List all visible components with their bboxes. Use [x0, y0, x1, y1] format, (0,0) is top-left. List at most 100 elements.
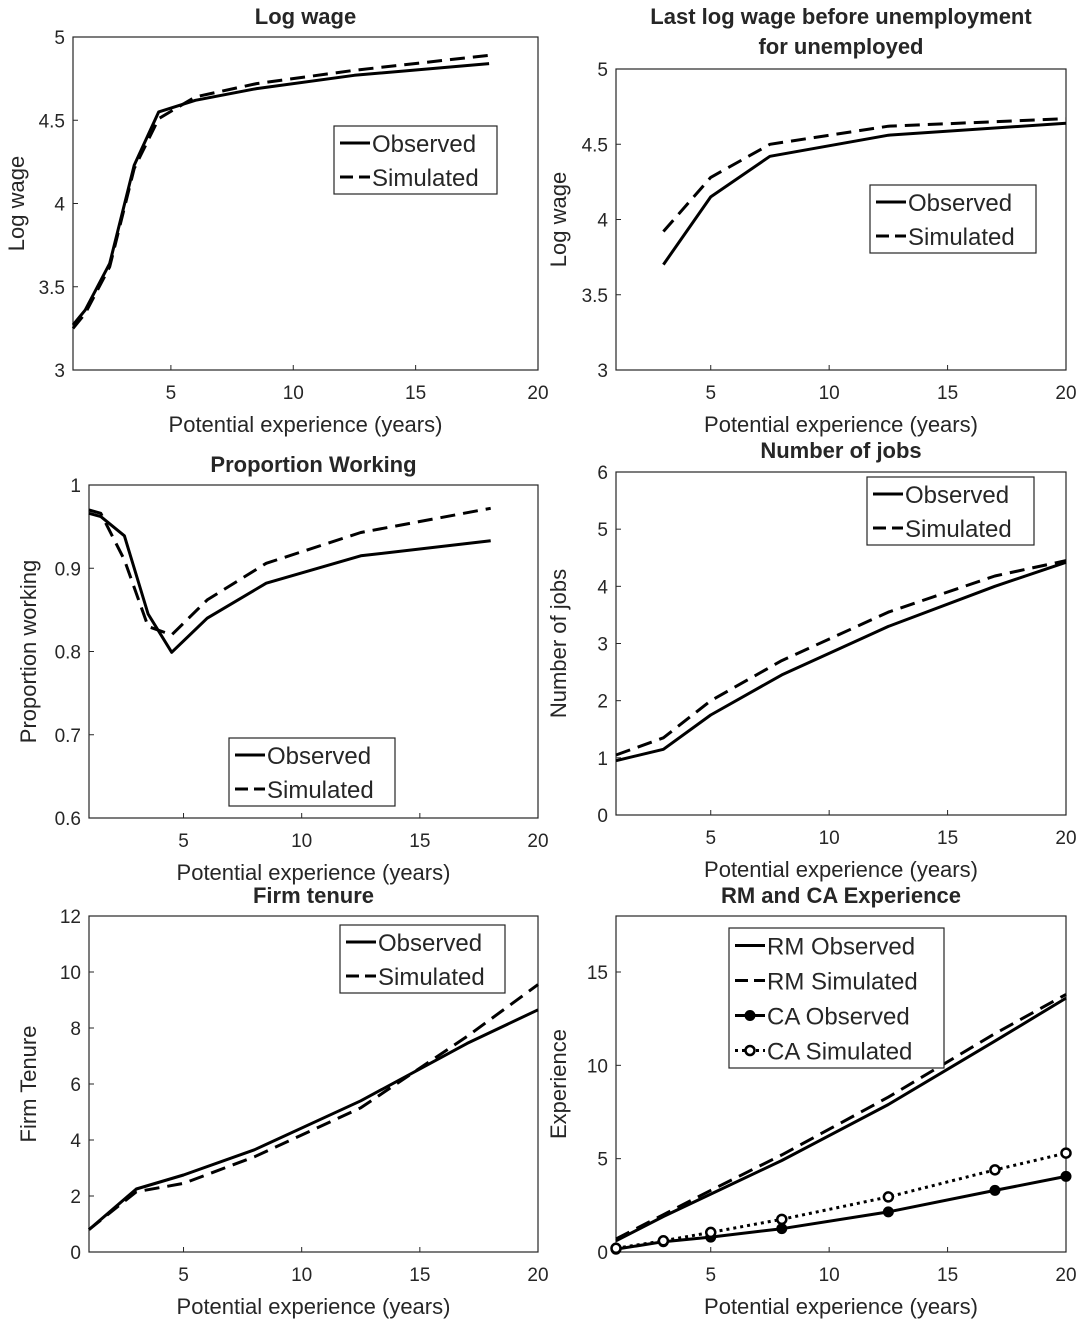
series-line: [88, 506, 491, 637]
y-tick-label: 12: [60, 907, 81, 928]
x-tick-label: 20: [527, 383, 548, 404]
data-point: [704, 1226, 717, 1239]
y-axis-label: Proportion working: [16, 560, 41, 743]
legend-label: RM Observed: [767, 934, 915, 961]
y-axis-label: Experience: [546, 1029, 571, 1139]
y-tick-label: 4: [597, 577, 608, 598]
data-point: [1060, 1147, 1072, 1159]
legend-label: Simulated: [905, 516, 1012, 543]
x-tick-label: 5: [166, 383, 177, 404]
chart-title: for unemployed: [758, 34, 923, 59]
chart-panel-2: 3 3.5 4 4.5 5 5 10 15 20 Last log wage before une…: [546, 4, 1077, 437]
data-point: [1060, 1170, 1072, 1182]
legend-label: Observed: [905, 482, 1009, 509]
series-line: [88, 511, 491, 654]
legend-marker: [744, 1044, 756, 1057]
x-axis-label: Potential experience (years): [704, 857, 978, 882]
y-tick-label: 4.5: [582, 135, 608, 156]
series-line: [88, 983, 539, 1231]
legend-label: RM Simulated: [767, 969, 918, 996]
y-axis-label: Number of jobs: [546, 569, 571, 718]
y-tick-label: 0.7: [55, 726, 81, 747]
legend-label: Simulated: [908, 224, 1015, 251]
x-tick-label: 20: [1055, 1265, 1076, 1286]
x-tick-label: 15: [405, 383, 426, 404]
x-tick-label: 5: [178, 831, 189, 852]
data-point: [882, 1206, 894, 1218]
y-tick-label: 3.5: [39, 278, 65, 299]
y-tick-label: 3: [597, 635, 608, 656]
legend-label: Simulated: [267, 777, 374, 804]
x-axis-label: Potential experience (years): [704, 1294, 978, 1319]
y-tick-label: 0.6: [55, 809, 81, 830]
x-tick-label: 10: [291, 1265, 312, 1286]
y-tick-label: 2: [597, 692, 608, 713]
y-tick-label: 4: [597, 211, 608, 232]
x-axis-label: Potential experience (years): [177, 1294, 451, 1319]
y-tick-label: 5: [597, 1150, 608, 1171]
series-line: [615, 559, 1067, 757]
legend-label: CA Simulated: [767, 1039, 912, 1066]
y-tick-label: 10: [60, 963, 81, 984]
chart-panel-1: 3 3.5 4 4.5 5 5 10 15 20 Log wage Potential experi…: [4, 4, 549, 437]
y-tick-label: 5: [54, 28, 65, 49]
data-point: [989, 1164, 1001, 1176]
y-tick-label: 0.8: [55, 643, 81, 664]
legend-box: [869, 184, 1037, 254]
chart-panel-6: 0 5 10 15 5 10 15 20 RM and CA Experience Potenti…: [546, 883, 1077, 1319]
data-point: [882, 1191, 895, 1203]
y-tick-label: 4: [70, 1131, 81, 1152]
x-tick-label: 5: [178, 1265, 189, 1286]
y-tick-label: 4.5: [39, 111, 65, 132]
data-point: [776, 1213, 788, 1226]
x-tick-label: 15: [937, 828, 958, 849]
y-tick-label: 5: [597, 520, 608, 541]
x-tick-label: 10: [291, 831, 312, 852]
y-tick-label: 0: [70, 1243, 81, 1264]
y-tick-label: 8: [70, 1019, 81, 1040]
x-axis-label: Potential experience (years): [169, 412, 443, 437]
y-tick-label: 2: [70, 1187, 81, 1208]
x-tick-label: 15: [409, 1265, 430, 1286]
axes-box: [72, 36, 539, 371]
y-tick-label: 3: [54, 361, 65, 382]
chart-title: Proportion Working: [210, 452, 416, 477]
y-tick-label: 6: [70, 1075, 81, 1096]
legend-label: Observed: [908, 190, 1012, 217]
y-tick-label: 3: [597, 361, 608, 382]
legend-box: [333, 125, 498, 195]
legend-marker: [744, 1010, 756, 1021]
y-tick-label: 1: [70, 476, 81, 497]
data-point: [610, 1242, 622, 1255]
chart-title: Log wage: [255, 4, 356, 29]
x-axis-label: Potential experience (years): [704, 412, 978, 437]
data-point: [776, 1223, 788, 1235]
y-tick-label: 5: [597, 60, 608, 81]
legend: Observed Simulated: [869, 184, 1037, 254]
legend: Observed Simulated: [866, 476, 1035, 546]
x-tick-label: 5: [705, 1265, 716, 1286]
series-line: [662, 117, 1067, 233]
legend-label: CA Observed: [767, 1004, 910, 1031]
x-tick-label: 20: [1055, 828, 1076, 849]
series-line: [615, 993, 1067, 1241]
legend: RM Observed RM Simulated CA Observed CA Sim…: [728, 927, 945, 1069]
x-tick-label: 5: [705, 383, 716, 404]
x-tick-label: 10: [283, 383, 304, 404]
data-point: [989, 1184, 1001, 1196]
y-axis-label: Log wage: [546, 172, 571, 267]
y-axis-label: Log wage: [4, 156, 29, 251]
legend-box: [339, 924, 506, 994]
series-line: [662, 121, 1067, 266]
y-tick-label: 0: [597, 1243, 608, 1264]
chart-title: RM and CA Experience: [721, 883, 961, 908]
x-tick-label: 5: [705, 828, 716, 849]
x-tick-label: 10: [819, 383, 840, 404]
y-tick-label: 0: [597, 806, 608, 827]
y-tick-label: 3.5: [582, 286, 608, 307]
x-tick-label: 15: [409, 831, 430, 852]
series-line: [71, 53, 490, 330]
legend-label: Observed: [372, 131, 476, 158]
chart-panel-5: 0 2 4 6 8 10 12 5 10 15 20 Firm tenure Potential exp…: [16, 883, 549, 1319]
x-tick-label: 10: [819, 1265, 840, 1286]
